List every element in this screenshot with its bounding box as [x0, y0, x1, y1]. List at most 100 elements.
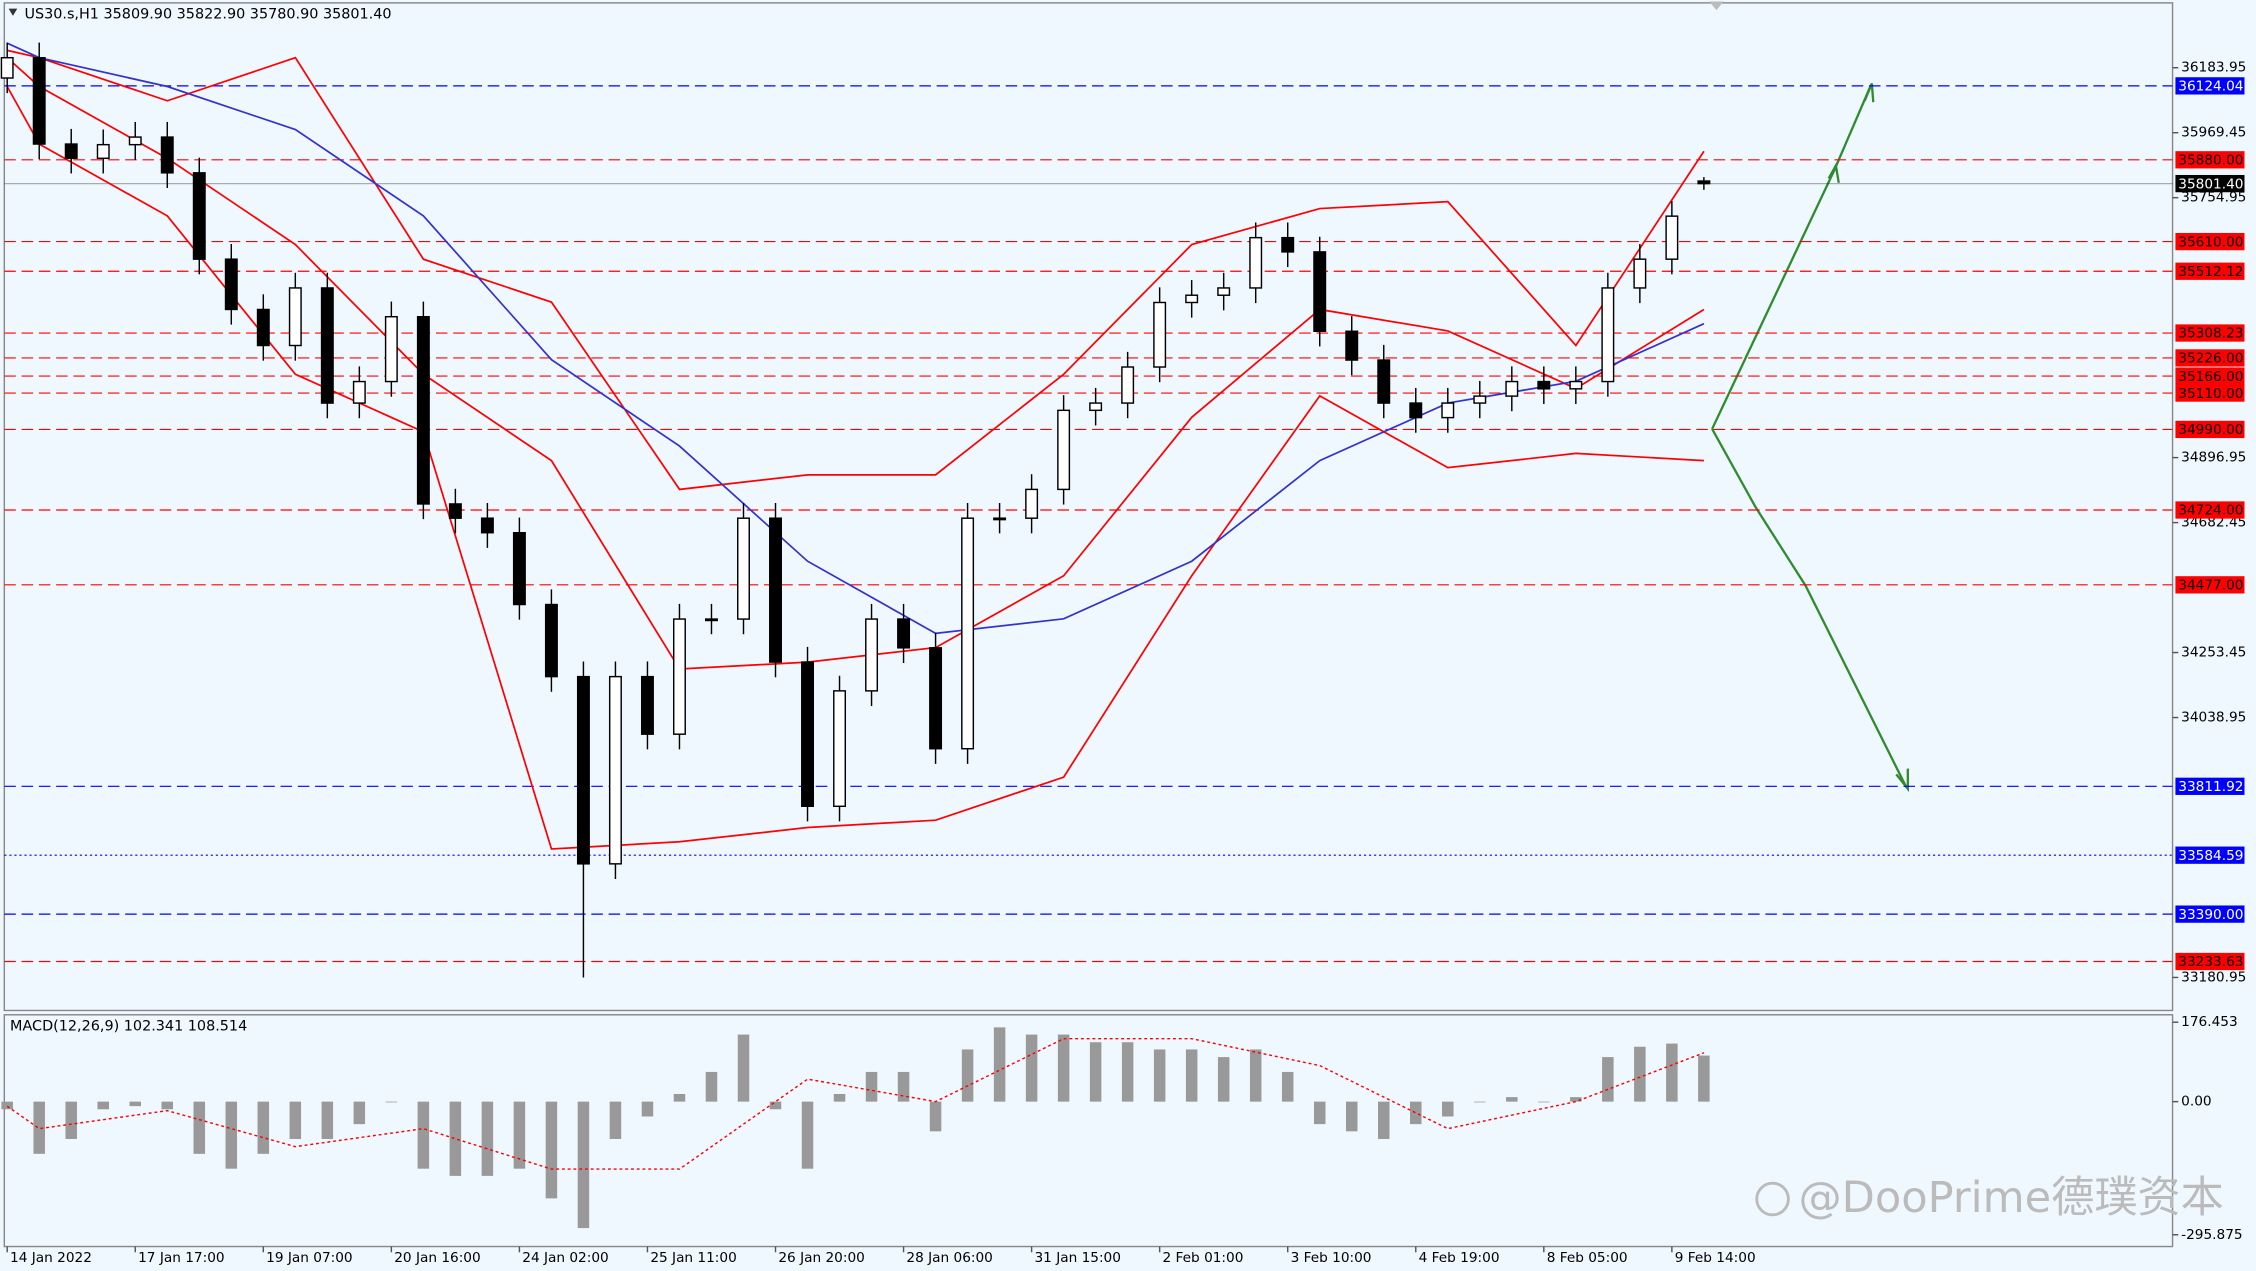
- y-tick-label: 35969.45: [2181, 125, 2246, 141]
- x-tick-label: 2 Feb 01:00: [1163, 1250, 1244, 1266]
- x-tick-label: 8 Feb 05:00: [1547, 1250, 1628, 1266]
- macd-bar: [1089, 1042, 1102, 1102]
- indicator-line: [6, 86, 1704, 850]
- macd-bar: [1345, 1101, 1358, 1132]
- macd-bar: [65, 1101, 77, 1139]
- price-level-label: 35880.00: [2178, 153, 2243, 169]
- projection-arrows: [1711, 83, 1909, 793]
- price-level-tag: [2175, 384, 2245, 402]
- macd-bar: [129, 1101, 142, 1107]
- y-tick-label: 33180.95: [2181, 969, 2246, 985]
- candle-body: [0, 56, 14, 79]
- macd-bar: [1025, 1034, 1038, 1102]
- price-level-tag: [2175, 777, 2245, 795]
- macd-bar: [1121, 1042, 1134, 1102]
- candle-body: [288, 287, 302, 347]
- candle-body: [897, 618, 911, 649]
- candle-body: [1121, 366, 1135, 404]
- price-level-label: 34990.00: [2178, 422, 2243, 438]
- macd-bar: [737, 1034, 750, 1102]
- y-tick-label: 0.00: [2181, 1094, 2211, 1110]
- macd-bar: [801, 1101, 814, 1169]
- price-level-label: 35610.00: [2178, 234, 2243, 250]
- price-level-tag: [2175, 349, 2245, 367]
- price-level-label: 33390.00: [2178, 907, 2243, 923]
- y-tick-label: 35754.95: [2181, 190, 2246, 206]
- y-tick-label: 34038.95: [2181, 710, 2246, 726]
- candle-body: [1377, 359, 1391, 404]
- candle-body: [64, 143, 78, 160]
- y-tick-label: 34253.45: [2181, 645, 2246, 661]
- y-tick-label: -295.875: [2181, 1227, 2242, 1243]
- macd-bar: [161, 1101, 174, 1110]
- candle-body: [705, 618, 718, 622]
- x-tick-label: 19 Jan 07:00: [266, 1250, 352, 1266]
- price-level-label: 33584.59: [2178, 848, 2243, 864]
- arrow-down: [1711, 428, 1908, 788]
- macd-bar: [1217, 1057, 1230, 1102]
- macd-bar: [1377, 1101, 1390, 1139]
- price-level-tag: [2175, 846, 2245, 864]
- macd-bar: [929, 1101, 942, 1132]
- macd-bar: [1313, 1101, 1326, 1125]
- candle-body: [1185, 294, 1199, 304]
- candle-body: [1633, 258, 1647, 289]
- y-tick-label: 176.453: [2181, 1014, 2237, 1030]
- arrow-head: [1895, 768, 1909, 793]
- candle-body: [1697, 180, 1711, 185]
- x-tick-label: 26 Jan 20:00: [778, 1250, 864, 1266]
- price-level-label: 33811.92: [2178, 779, 2243, 795]
- price-level-label: 35512.12: [2178, 264, 2243, 280]
- price-level-tag: [2175, 420, 2245, 439]
- watermark-text: @DooPrime德璞资本: [1798, 1173, 2223, 1223]
- macd-bar: [481, 1101, 494, 1176]
- macd-bar: [1538, 1101, 1550, 1103]
- candle-body: [160, 136, 174, 174]
- candle-body: [544, 603, 558, 678]
- price-level-tag: [2175, 232, 2245, 251]
- candle-body: [769, 517, 782, 663]
- candle-body: [1569, 380, 1583, 390]
- price-level-tag: [2175, 576, 2245, 594]
- price-level-label: 36124.04: [2178, 79, 2243, 95]
- candle-body: [576, 675, 590, 865]
- macd-bar: [1666, 1043, 1678, 1102]
- candle-body: [1089, 402, 1103, 412]
- price-level-label: 34724.00: [2178, 503, 2243, 519]
- macd-bar: [513, 1101, 526, 1169]
- candle-body: [480, 517, 494, 534]
- price-level-tag: [2175, 151, 2245, 169]
- candle-body: [384, 316, 398, 383]
- price-level-tag: [2175, 174, 2245, 193]
- macd-bar: [1410, 1101, 1422, 1125]
- candle-body: [1505, 380, 1519, 397]
- macd-bar: [1249, 1049, 1262, 1102]
- macd-bar: [353, 1101, 366, 1125]
- macd-bar: [449, 1101, 462, 1176]
- macd-bar: [321, 1101, 334, 1139]
- candle-body: [1601, 287, 1615, 383]
- macd-bar: [289, 1101, 302, 1139]
- price-level-label: 35801.40: [2178, 176, 2243, 192]
- candle-body: [961, 517, 975, 750]
- x-tick-label: 9 Feb 14:00: [1675, 1250, 1756, 1266]
- macd-bar: [193, 1101, 206, 1154]
- candle-body: [1537, 380, 1551, 390]
- candle-body: [993, 517, 1007, 521]
- indicator-line: [7, 49, 1705, 491]
- candle-body: [929, 647, 943, 750]
- candle-body: [1409, 402, 1423, 419]
- x-tick-label: 24 Jan 02:00: [522, 1250, 608, 1266]
- candle-body: [1345, 330, 1359, 361]
- price-level-tag: [2175, 77, 2245, 95]
- macd-bar: [705, 1071, 718, 1102]
- price-level-label: 35166.00: [2178, 369, 2243, 385]
- price-level-label: 34477.00: [2178, 578, 2243, 594]
- x-tick-label: 20 Jan 16:00: [394, 1250, 480, 1266]
- candle-body: [96, 143, 110, 160]
- y-tick-label: 36183.95: [2181, 60, 2246, 76]
- price-level-tag: [2175, 952, 2245, 971]
- candle-body: [833, 690, 847, 808]
